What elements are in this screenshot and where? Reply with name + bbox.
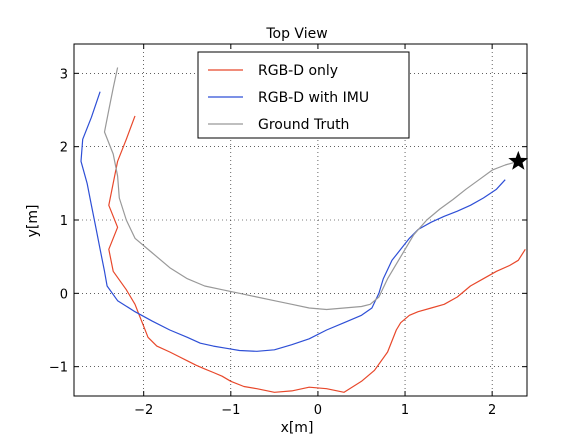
legend-label-2: Ground Truth — [258, 117, 349, 133]
legend-label-0: RGB-D only — [258, 63, 338, 79]
x-tick-label: −1 — [221, 403, 240, 418]
y-tick-label: 1 — [60, 214, 68, 229]
series-line-1 — [80, 91, 506, 352]
x-tick-label: 0 — [314, 403, 322, 418]
y-tick-label: 3 — [60, 67, 68, 82]
plot-area: −2 −1 0 1 2 −1 0 1 2 3 — [49, 43, 529, 418]
star-marker — [508, 150, 529, 170]
y-tick-label: −1 — [49, 361, 68, 376]
x-axis-label: x[m] — [281, 420, 314, 436]
legend-label-1: RGB-D with IMU — [258, 90, 369, 106]
chart-title: Top View — [265, 26, 327, 42]
legend: RGB-D only RGB-D with IMU Ground Truth — [197, 51, 410, 139]
y-tick-label: 2 — [60, 141, 68, 156]
x-tick-label: −2 — [134, 403, 153, 418]
series-line-2 — [103, 67, 519, 311]
y-axis-label: y[m] — [25, 205, 41, 238]
y-tick-label: 0 — [60, 287, 68, 302]
series-line-0 — [108, 115, 526, 393]
series-group — [80, 67, 526, 393]
x-tick-label: 2 — [488, 403, 496, 418]
x-tick-label: 1 — [401, 403, 409, 418]
